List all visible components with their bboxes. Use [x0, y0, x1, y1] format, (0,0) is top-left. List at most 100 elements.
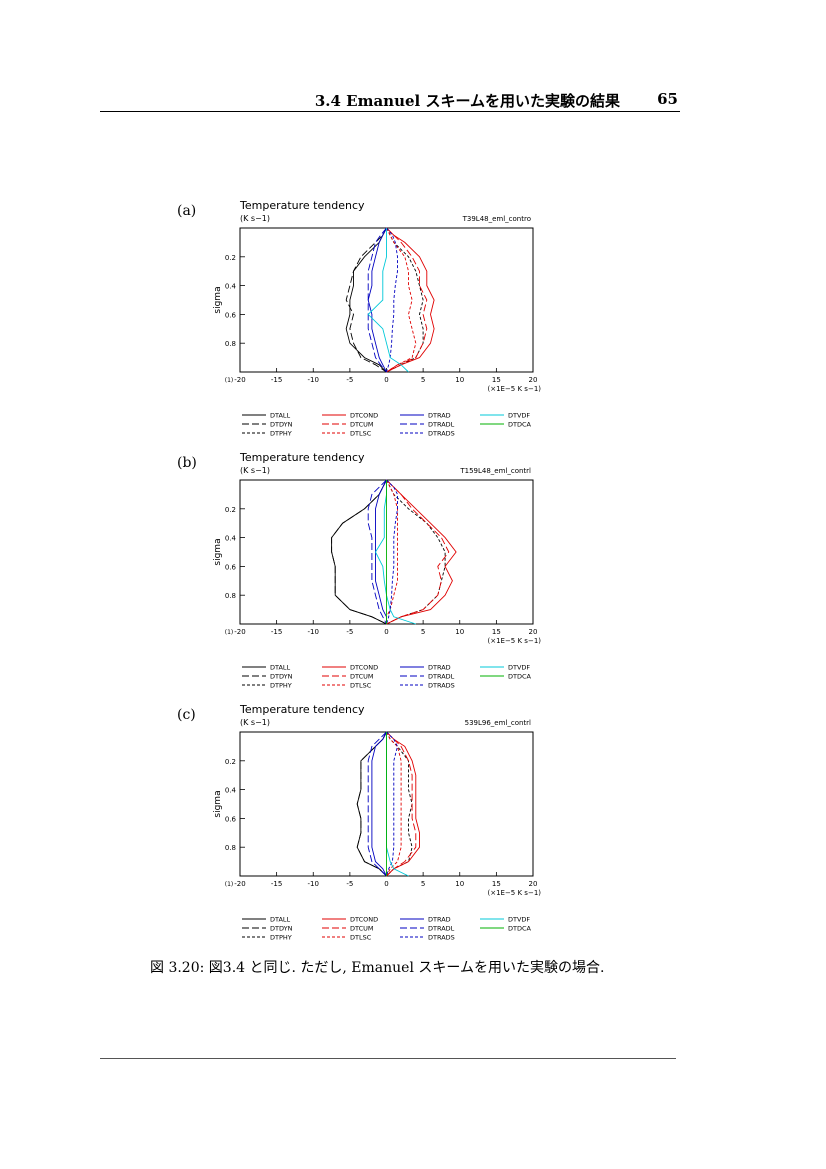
- xtick-label-2-2: -10: [308, 880, 319, 888]
- legend-label-dtrad-1: DTRAD: [428, 664, 451, 672]
- chart-run-id-2: 539L96_eml_contrl: [465, 719, 531, 727]
- series-dtcond-0: [386, 227, 435, 373]
- series-dtcum-2: [386, 731, 417, 877]
- chart-units-0: (K s−1): [240, 214, 270, 223]
- xtick-label-2-5: 5: [421, 880, 425, 888]
- series-dtradl-0: [367, 227, 387, 373]
- ylabel-1: sigma: [213, 538, 223, 565]
- xtick-label-2-8: 20: [529, 880, 538, 888]
- xtick-label-2-6: 10: [455, 880, 464, 888]
- series-dtdyn-2: [356, 731, 387, 877]
- series-dtphy-1: [386, 479, 446, 625]
- legend-label-dtrads-1: DTRADS: [428, 682, 455, 690]
- legend-label-dtrads-0: DTRADS: [428, 430, 455, 438]
- xtick-label-1-4: 0: [384, 628, 388, 636]
- legend-label-dtvdf-1: DTVDF: [508, 664, 530, 672]
- header-rule: [100, 111, 680, 112]
- panel-label-c: (c): [177, 707, 196, 723]
- xtick-label-1-8: 20: [529, 628, 538, 636]
- legend-label-dtdca-1: DTDCA: [508, 673, 532, 681]
- legend-label-dtall-2: DTALL: [270, 916, 291, 924]
- series-dtradl-1: [367, 479, 387, 625]
- series-dtlsc-2: [386, 731, 402, 877]
- xunit-label-2: (×1E−5 K s−1): [487, 889, 541, 897]
- ytick-label-1-2: 0.6: [225, 563, 237, 571]
- xtick-label-1-6: 10: [455, 628, 464, 636]
- xtick-label-0-5: 5: [421, 376, 425, 384]
- legend-label-dtradl-1: DTRADL: [428, 673, 455, 681]
- series-dtcum-1: [386, 479, 450, 625]
- legend-label-dtcond-2: DTCOND: [350, 916, 378, 924]
- legend-label-dtlsc-2: DTLSC: [350, 934, 372, 942]
- series-dtall-0: [345, 227, 387, 373]
- series-dtrad-0: [367, 227, 387, 373]
- legend-label-dtcum-0: DTCUM: [350, 421, 374, 429]
- corner-label-2: (1): [225, 881, 234, 888]
- series-dtrad-2: [371, 731, 387, 877]
- xtick-label-0-2: -10: [308, 376, 319, 384]
- xtick-label-1-7: 15: [492, 628, 501, 636]
- xunit-label-1: (×1E−5 K s−1): [487, 637, 541, 645]
- legend-label-dtrads-2: DTRADS: [428, 934, 455, 942]
- ylabel-2: sigma: [213, 790, 223, 817]
- series-dtrads-1: [386, 479, 398, 625]
- xtick-label-0-4: 0: [384, 376, 388, 384]
- legend-label-dtall-1: DTALL: [270, 664, 291, 672]
- chart-title-2: Temperature tendency: [239, 703, 365, 716]
- series-dtcum-0: [386, 227, 428, 373]
- legend-label-dtdca-2: DTDCA: [508, 925, 532, 933]
- legend-label-dtdyn-1: DTDYN: [270, 673, 293, 681]
- legend-label-dtdyn-0: DTDYN: [270, 421, 293, 429]
- xtick-label-2-7: 15: [492, 880, 501, 888]
- ytick-label-0-1: 0.4: [225, 283, 237, 291]
- xtick-label-2-3: -5: [346, 880, 353, 888]
- footer-rule: [100, 1058, 676, 1059]
- legend-label-dtdyn-2: DTDYN: [270, 925, 293, 933]
- legend-label-dtdca-0: DTDCA: [508, 421, 532, 429]
- legend-label-dtlsc-0: DTLSC: [350, 430, 372, 438]
- legend-label-dtlsc-1: DTLSC: [350, 682, 372, 690]
- series-dtradl-2: [367, 731, 387, 877]
- legend-label-dtcond-0: DTCOND: [350, 412, 378, 420]
- chart-run-id-0: T39L48_eml_contro: [462, 215, 531, 223]
- xtick-label-1-3: -5: [346, 628, 353, 636]
- series-dtvdf-0: [367, 228, 409, 373]
- series-dtvdf-2: [386, 732, 409, 877]
- legend-label-dtradl-2: DTRADL: [428, 925, 455, 933]
- xtick-label-0-3: -5: [346, 376, 353, 384]
- ytick-label-1-3: 0.8: [225, 592, 236, 600]
- chart-units-1: (K s−1): [240, 466, 270, 475]
- legend-label-dtcum-1: DTCUM: [350, 673, 374, 681]
- chart-title-0: Temperature tendency: [239, 199, 365, 212]
- ylabel-0: sigma: [213, 286, 223, 313]
- series-dtdyn-0: [345, 227, 387, 373]
- xtick-label-0-1: -15: [271, 376, 282, 384]
- ytick-label-2-1: 0.4: [225, 787, 237, 795]
- ytick-label-2-3: 0.8: [225, 844, 236, 852]
- chart-title-1: Temperature tendency: [239, 451, 365, 464]
- xunit-label-0: (×1E−5 K s−1): [487, 385, 541, 393]
- legend-label-dtcond-1: DTCOND: [350, 664, 378, 672]
- xtick-label-0-8: 20: [529, 376, 538, 384]
- xtick-label-1-2: -10: [308, 628, 319, 636]
- legend-label-dtphy-2: DTPHY: [270, 934, 292, 942]
- xtick-label-1-1: -15: [271, 628, 282, 636]
- series-dtlsc-0: [386, 227, 417, 373]
- chart-run-id-1: T159L48_eml_contrl: [459, 467, 531, 475]
- legend-label-dtcum-2: DTCUM: [350, 925, 374, 933]
- corner-label-1: (1): [225, 629, 234, 636]
- series-dtrads-2: [386, 731, 398, 877]
- page-number: 65: [657, 90, 678, 108]
- ytick-label-0-0: 0.2: [225, 254, 236, 262]
- section-title: 3.4 Emanuel スキームを用いた実験の結果: [314, 92, 620, 110]
- panel-label-a: (a): [177, 203, 197, 219]
- ytick-label-2-0: 0.2: [225, 758, 236, 766]
- ytick-label-0-2: 0.6: [225, 311, 237, 319]
- xtick-label-1-5: 5: [421, 628, 425, 636]
- series-dtcond-2: [386, 731, 420, 877]
- legend-label-dtvdf-0: DTVDF: [508, 412, 530, 420]
- ytick-label-1-1: 0.4: [225, 535, 237, 543]
- xtick-label-1-0: -20: [234, 628, 245, 636]
- figure-3-20: Temperature tendency (K s−1) T39L48_eml_co…: [213, 199, 541, 942]
- legend-label-dtall-0: DTALL: [270, 412, 291, 420]
